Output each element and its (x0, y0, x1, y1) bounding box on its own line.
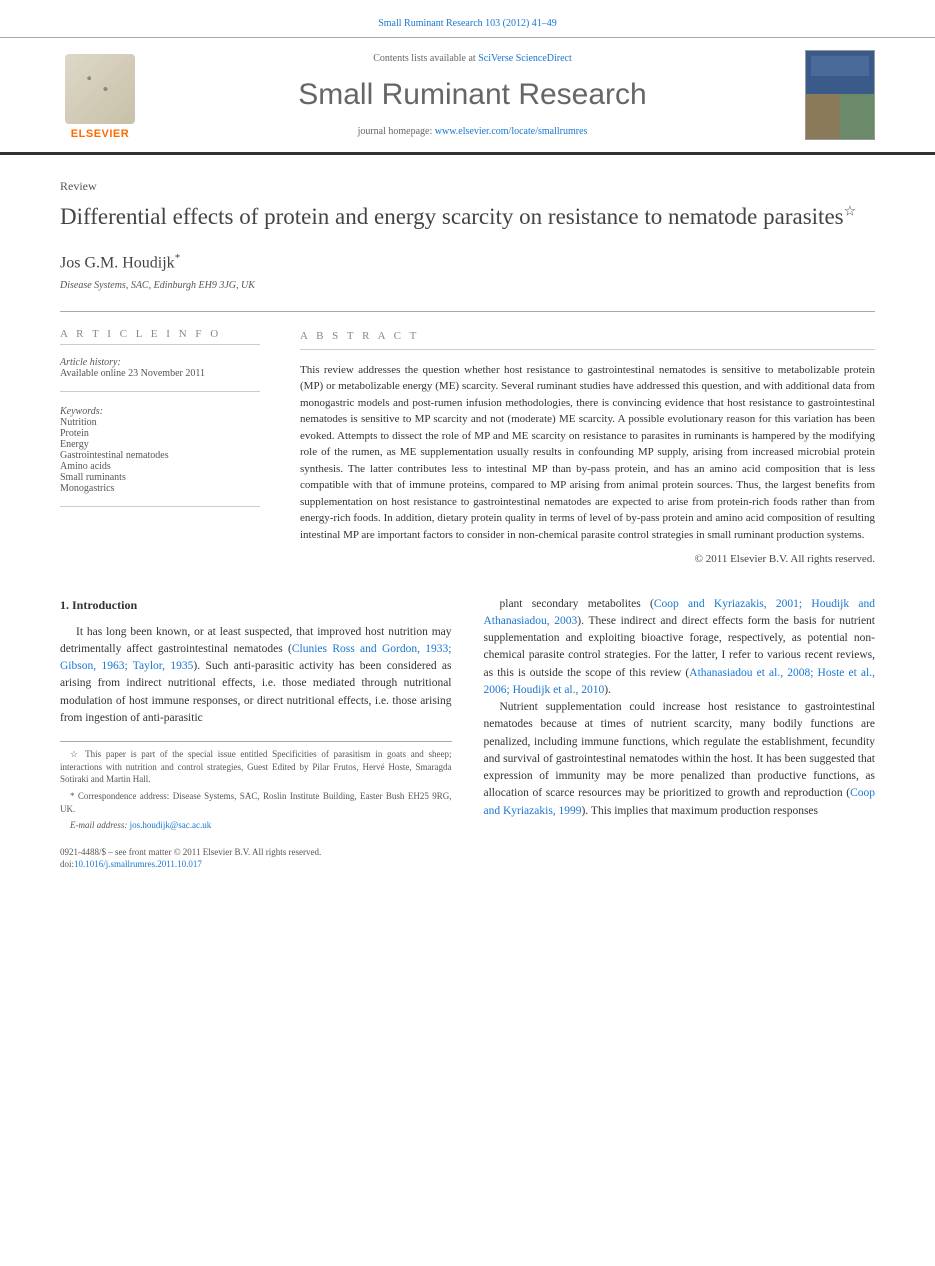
left-column: 1. Introduction It has long been known, … (60, 596, 452, 836)
corr-label: * Correspondence address: (70, 791, 173, 801)
footnote-email: E-mail address: jos.houdijk@sac.ac.uk (60, 819, 452, 832)
keyword: Gastrointestinal nematodes (60, 450, 260, 461)
article-title: Differential effects of protein and ener… (60, 202, 875, 232)
keywords-block: Keywords: Nutrition Protein Energy Gastr… (60, 406, 260, 507)
masthead: ELSEVIER Contents lists available at Sci… (0, 37, 935, 155)
publisher-name: ELSEVIER (71, 128, 129, 140)
body-text: Nutrient supplementation could increase … (484, 701, 876, 799)
section-heading: 1. Introduction (60, 596, 452, 614)
journal-name: Small Ruminant Research (156, 78, 789, 112)
info-abstract-row: A R T I C L E I N F O Article history: A… (60, 311, 875, 568)
history-online: Available online 23 November 2011 (60, 368, 260, 379)
publisher-logo: ELSEVIER (60, 50, 140, 140)
article-history: Article history: Available online 23 Nov… (60, 357, 260, 392)
contents-prefix: Contents lists available at (373, 53, 478, 64)
email-link[interactable]: jos.houdijk@sac.ac.uk (130, 820, 212, 830)
body-paragraph: plant secondary metabolites (Coop and Ky… (484, 596, 876, 700)
masthead-center: Contents lists available at SciVerse Sci… (156, 53, 789, 137)
author-corr-marker: * (175, 252, 181, 264)
homepage-prefix: journal homepage: (358, 126, 435, 137)
keyword: Amino acids (60, 461, 260, 472)
body-paragraph: It has long been known, or at least susp… (60, 624, 452, 728)
article-info: A R T I C L E I N F O Article history: A… (60, 328, 260, 568)
homepage-link[interactable]: www.elsevier.com/locate/smallrumres (435, 126, 588, 137)
keyword: Monogastrics (60, 483, 260, 494)
author-affiliation: Disease Systems, SAC, Edinburgh EH9 3JG,… (60, 280, 875, 291)
right-column: plant secondary metabolites (Coop and Ky… (484, 596, 876, 836)
author-name: Jos G.M. Houdijk (60, 254, 175, 271)
citation-link[interactable]: Small Ruminant Research 103 (2012) 41–49 (378, 18, 557, 29)
abstract: A B S T R A C T This review addresses th… (300, 328, 875, 568)
title-text: Differential effects of protein and ener… (60, 204, 844, 229)
footer-copyright: 0921-4488/$ – see front matter © 2011 El… (60, 846, 875, 859)
homepage-line: journal homepage: www.elsevier.com/locat… (156, 126, 789, 137)
page-footer: 0921-4488/$ – see front matter © 2011 El… (0, 836, 935, 891)
article-type: Review (60, 179, 875, 194)
elsevier-tree-icon (65, 54, 135, 124)
footer-doi: doi:10.1016/j.smallrumres.2011.10.017 (60, 858, 875, 871)
doi-link[interactable]: 10.1016/j.smallrumres.2011.10.017 (74, 859, 202, 869)
doi-prefix: doi: (60, 859, 74, 869)
body-text: plant secondary metabolites ( (500, 598, 654, 610)
email-label: E-mail address: (70, 820, 130, 830)
title-footnote-marker: ☆ (844, 204, 857, 219)
keyword: Nutrition (60, 417, 260, 428)
section-number: 1. (60, 598, 69, 612)
body-columns: 1. Introduction It has long been known, … (60, 596, 875, 836)
footnotes: ☆ This paper is part of the special issu… (60, 741, 452, 832)
body-text: ). This implies that maximum production … (582, 805, 818, 817)
footnote-star: ☆ This paper is part of the special issu… (60, 748, 452, 786)
running-head: Small Ruminant Research 103 (2012) 41–49 (0, 0, 935, 37)
abstract-text: This review addresses the question wheth… (300, 362, 875, 544)
history-label: Article history: (60, 357, 260, 368)
journal-cover-thumb (805, 50, 875, 140)
abstract-heading: A B S T R A C T (300, 328, 875, 350)
body-paragraph: Nutrient supplementation could increase … (484, 699, 876, 820)
article-content: Review Differential effects of protein a… (0, 155, 935, 836)
abstract-copyright: © 2011 Elsevier B.V. All rights reserved… (300, 551, 875, 568)
section-title: Introduction (72, 598, 137, 612)
keyword: Small ruminants (60, 472, 260, 483)
info-heading: A R T I C L E I N F O (60, 328, 260, 345)
keyword: Energy (60, 439, 260, 450)
author-line: Jos G.M. Houdijk* (60, 252, 875, 272)
contents-link[interactable]: SciVerse ScienceDirect (478, 53, 572, 64)
contents-line: Contents lists available at SciVerse Sci… (156, 53, 789, 64)
footnote-correspondence: * Correspondence address: Disease System… (60, 790, 452, 815)
keyword: Protein (60, 428, 260, 439)
body-text: ). (604, 684, 611, 696)
keywords-label: Keywords: (60, 406, 260, 417)
